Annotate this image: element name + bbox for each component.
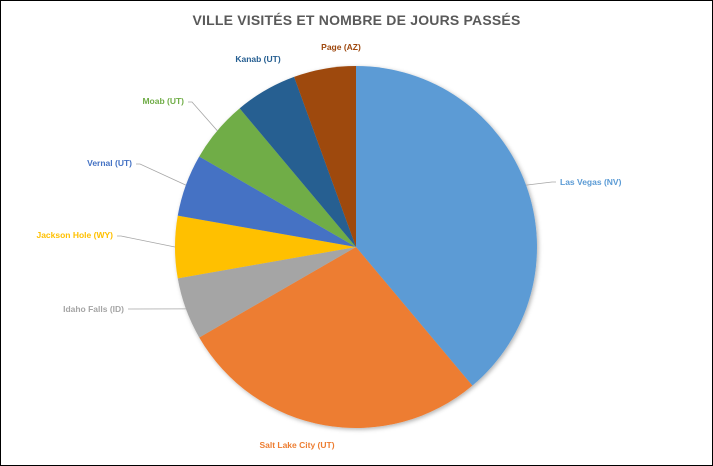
- slice-labels: Las Vegas (NV) Salt Lake City (UT) Idaho F…: [36, 42, 621, 450]
- slice-label: Kanab (UT): [235, 54, 281, 64]
- slice-label: Page (AZ): [321, 42, 361, 52]
- chart-title: VILLE VISITÉS ET NOMBRE DE JOURS PASSÉS: [192, 12, 521, 28]
- leader-line: [526, 181, 556, 186]
- pie-slice-moab-ut: [199, 108, 356, 247]
- slice-label: Moab (UT): [142, 96, 184, 106]
- pie-slice-kanab-ut: [239, 76, 356, 247]
- pie-slice-vernal-ut: [177, 156, 356, 247]
- pie-slice-jackson-hole-wy: [175, 215, 356, 279]
- slice-label: Vernal (UT): [87, 158, 132, 168]
- leader-line: [136, 163, 187, 186]
- slice-label: Idaho Falls (ID): [63, 304, 124, 314]
- slice-label: Las Vegas (NV): [560, 177, 622, 187]
- leader-line: [117, 235, 176, 248]
- pie-slices: [175, 66, 537, 428]
- slice-label: Jackson Hole (WY): [36, 230, 113, 240]
- leader-line: [188, 101, 218, 131]
- pie-slice-las-vegas-nv: [356, 66, 537, 386]
- pie-slice-page-az: [294, 66, 356, 247]
- leader-lines: [117, 101, 556, 310]
- slice-label: Salt Lake City (UT): [259, 440, 334, 450]
- pie-slice-salt-lake-city-ut: [199, 247, 473, 428]
- pie-slice-idaho-falls-id: [177, 247, 356, 338]
